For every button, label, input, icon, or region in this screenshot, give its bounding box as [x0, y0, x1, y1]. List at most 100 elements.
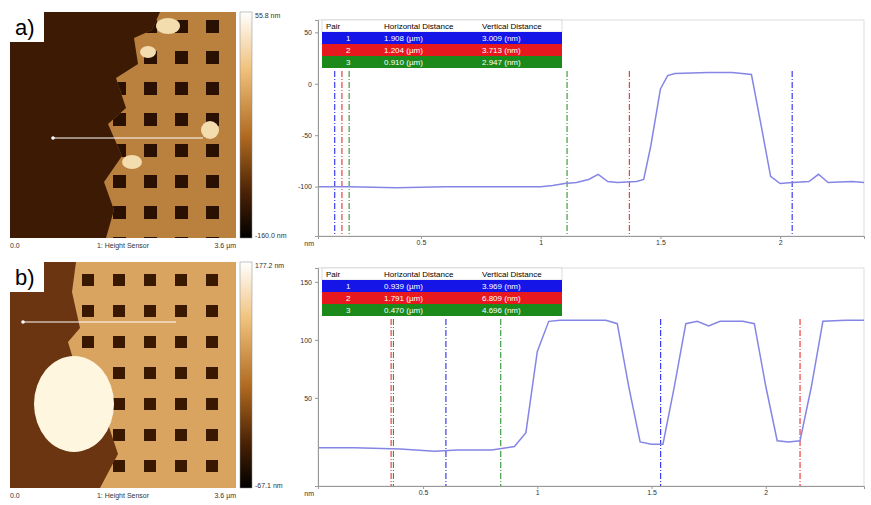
hole: [144, 206, 157, 219]
y-tick: -100: [298, 183, 318, 190]
table-cell: 1.791 (µm): [384, 294, 423, 303]
hole: [206, 429, 218, 441]
afm-image: b)177.2 nm-67.1 nm0.01: Height Sensor3.6…: [10, 262, 284, 503]
y-axis-line: [315, 21, 319, 237]
y-tick: 50: [304, 29, 318, 36]
y-tick-mark: [315, 84, 318, 85]
hole: [144, 237, 157, 238]
table-cell: 2: [346, 294, 351, 303]
figure: a)55.8 nm-160.0 nm0.01: Height Sensor3.6…: [0, 0, 871, 505]
hole: [113, 398, 125, 410]
hole: [144, 20, 157, 33]
hole: [206, 398, 218, 410]
cursor-line: [800, 319, 801, 486]
table-header: Horizontal Distance: [384, 270, 454, 279]
hole: [175, 144, 188, 157]
table-cell: 0.470 (µm): [384, 306, 423, 315]
x-axis: 0.511.52: [319, 486, 865, 496]
y-tick: 50: [304, 395, 318, 402]
table-cell: 1.204 (µm): [384, 46, 423, 55]
table-cell: 1: [346, 282, 351, 291]
y-tick-label: 0: [308, 81, 312, 88]
table-cell: 3.969 (nm): [482, 282, 521, 291]
hole: [113, 175, 126, 188]
x-tick: 1.5: [656, 236, 666, 246]
cursor-line: [500, 319, 501, 486]
table-cell: 2.947 (nm): [482, 58, 521, 67]
hole: [144, 305, 156, 317]
hole: [82, 274, 94, 286]
table-header: Vertical Distance: [482, 270, 542, 279]
table-cell: 0.910 (µm): [384, 58, 423, 67]
hole: [144, 367, 156, 379]
table-row-bg: [322, 44, 562, 56]
x-tick: 2: [764, 486, 768, 496]
y-tick-label: -50: [302, 132, 312, 139]
hole: [206, 367, 218, 379]
channel-name: 1: Height Sensor: [97, 242, 150, 250]
cursor-line: [629, 71, 630, 236]
cursor-line: [393, 319, 394, 486]
plot-area: [318, 319, 864, 486]
plot-frame: [318, 268, 864, 486]
afm-image: a)55.8 nm-160.0 nm0.01: Height Sensor3.6…: [10, 12, 287, 250]
y-tick-mark: [315, 32, 318, 33]
hole: [175, 429, 187, 441]
x-tick: 0.5: [419, 486, 429, 496]
table-cell: 3.713 (nm): [482, 46, 521, 55]
y-axis-title: nm: [304, 490, 314, 497]
y-axis-title: nm: [304, 240, 314, 247]
hole: [113, 20, 126, 33]
scale-start: 0.0: [10, 242, 20, 249]
particle: [140, 46, 156, 58]
panel-label: a): [15, 15, 35, 40]
x-tick: 2: [779, 236, 783, 246]
hole: [206, 336, 218, 348]
y-tick-label: 50: [304, 29, 312, 36]
table-cell: 4.696 (nm): [482, 306, 521, 315]
table-header: Vertical Distance: [482, 22, 542, 31]
substrate: [10, 12, 236, 238]
film-region: [10, 262, 236, 488]
hole: [175, 274, 187, 286]
table-row-bg: [322, 32, 562, 44]
hole: [206, 175, 219, 188]
hole: [113, 237, 126, 238]
table-cell: 3: [346, 306, 351, 315]
hole: [144, 274, 156, 286]
label-patch: [10, 12, 44, 42]
hole: [113, 144, 126, 157]
film-region: [104, 12, 236, 238]
x-tick: 1.5: [647, 486, 657, 496]
y-tick-mark: [315, 398, 318, 399]
y-tick-mark: [315, 187, 318, 188]
table-header-bg: [322, 20, 562, 32]
table-cell: 1.908 (µm): [384, 34, 423, 43]
x-tick-label: 2: [779, 239, 783, 246]
hole: [113, 429, 125, 441]
hole: [175, 305, 187, 317]
y-tick-mark: [315, 135, 318, 136]
panel-label: b): [15, 265, 35, 290]
table-cell: 3.009 (nm): [482, 34, 521, 43]
hole: [206, 460, 218, 472]
hole: [206, 20, 219, 33]
profile-line: [318, 72, 864, 187]
x-tick-label: 1.5: [656, 239, 666, 246]
hole: [144, 82, 157, 95]
cursor-line: [660, 319, 661, 486]
hole: [144, 144, 157, 157]
hole: [144, 460, 156, 472]
hole: [113, 274, 125, 286]
cursor-line: [567, 71, 568, 236]
y-tick-label: -100: [298, 183, 312, 190]
table-cell: 3: [346, 58, 351, 67]
table-header: Horizontal Distance: [384, 22, 454, 31]
hole: [113, 113, 126, 126]
label-patch: [10, 262, 44, 292]
cursor-table: PairHorizontal DistanceVertical Distance…: [322, 268, 562, 316]
y-tick: 150: [300, 279, 318, 286]
x-tick-label: 0.5: [419, 489, 429, 496]
cursor-line: [445, 319, 446, 486]
table-cell: 0.939 (µm): [384, 282, 423, 291]
